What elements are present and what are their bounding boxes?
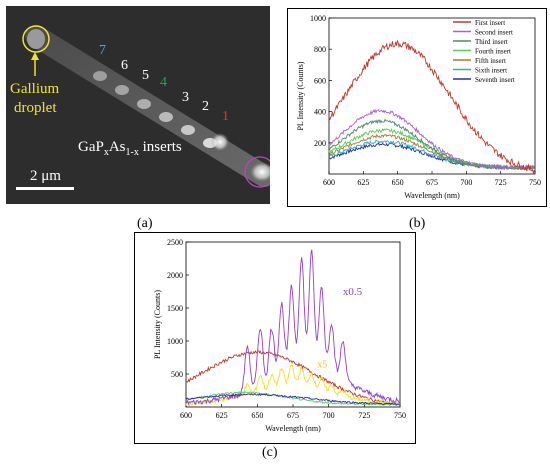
x-tick-label: 675: [426, 178, 438, 187]
legend-label: Third insert: [475, 38, 508, 46]
annotation-x05: x0.5: [343, 286, 363, 298]
caption-c: (c): [262, 445, 278, 460]
x-axis-label: Wavelength (nm): [265, 424, 321, 433]
insert-number-2: 2: [202, 99, 209, 114]
y-tick-label: 400: [314, 108, 326, 117]
series-line: [328, 39, 535, 175]
droplet-ring: [22, 25, 50, 53]
panel-a-micrograph: Gallium droplet 7 6 5 4 3 2 1 GaPxAs1-x …: [6, 6, 276, 204]
insert-number-3: 3: [182, 90, 189, 105]
insert-number-4: 4: [160, 75, 167, 90]
y-tick-label: 1500: [167, 304, 183, 313]
inserts-label: GaPxAs1-x inserts: [78, 139, 182, 158]
panel-c-chart: 600 625 650 675 700 725 750 500 1000 1500 2000 2500…: [134, 232, 416, 444]
chart-b-frame: [287, 8, 547, 207]
gallium-droplet: [27, 29, 45, 49]
series-line: [328, 108, 535, 170]
legend-label: First insert: [475, 19, 505, 27]
insert-number-6: 6: [121, 58, 128, 73]
x-tick-label: 650: [251, 411, 263, 420]
y-tick-label: 600: [314, 76, 326, 85]
caption-b: (b): [409, 216, 426, 231]
caption-a: (a): [137, 216, 153, 231]
legend-label: Second insert: [475, 29, 513, 37]
chart-b-svg: 600 625 650 675 700 725 750 200 400 600 800 1000 Wav…: [287, 8, 547, 207]
series-line: [185, 391, 400, 406]
x-tick-label: 650: [392, 178, 404, 187]
chart-c-frame: [134, 232, 416, 444]
droplet-label-line2: droplet: [14, 100, 57, 116]
scale-bar: [16, 187, 74, 190]
x-tick-label: 750: [529, 178, 541, 187]
panel-b-chart: 600 625 650 675 700 725 750 200 400 600 800 1000 Wav…: [287, 8, 547, 207]
x-tick-label: 750: [394, 411, 406, 420]
series-line: [185, 393, 400, 406]
y-tick-label: 1000: [167, 337, 183, 346]
x-tick-label: 725: [495, 178, 507, 187]
legend-label: Sixth insert: [475, 67, 507, 75]
insert-number-1: 1: [222, 109, 229, 124]
legend-label: Fifth insert: [475, 57, 506, 65]
x-tick-label: 725: [358, 411, 370, 420]
y-axis-label: PL Intensity (Counts): [153, 290, 162, 359]
y-tick-label: 2500: [167, 238, 183, 247]
y-axis-label: PL Intensity (Counts): [296, 61, 305, 130]
scale-bar-label: 2 μm: [30, 168, 61, 184]
y-tick-label: 800: [314, 45, 326, 54]
y-tick-label: 1000: [310, 14, 326, 23]
insert-number-7: 7: [99, 43, 106, 58]
series-line: [185, 349, 400, 406]
x-tick-label: 600: [180, 411, 192, 420]
x-tick-label: 625: [357, 178, 369, 187]
x-axis-label: Wavelength (nm): [404, 191, 460, 200]
x-tick-label: 700: [323, 411, 335, 420]
y-tick-label: 200: [314, 139, 326, 148]
insert-number-5: 5: [142, 68, 149, 83]
series-line: [185, 249, 400, 406]
y-tick-label: 500: [171, 370, 183, 379]
legend-label: Fourth insert: [475, 48, 511, 56]
droplet-label-line1: Gallium: [10, 81, 59, 97]
insert-spots: [93, 71, 274, 182]
annotation-x5: x5: [317, 359, 327, 370]
y-tick-label: 2000: [167, 271, 183, 280]
legend-label: Seventh insert: [475, 76, 515, 84]
x-tick-label: 600: [323, 178, 335, 187]
x-tick-label: 675: [287, 411, 299, 420]
x-tick-label: 700: [460, 178, 472, 187]
x-tick-label: 625: [216, 411, 228, 420]
series-line: [185, 364, 400, 407]
micrograph-svg: Gallium droplet 7 6 5 4 3 2 1 GaPxAs1-x …: [6, 6, 276, 204]
chart-c-svg: 600 625 650 675 700 725 750 500 1000 1500 2000 2500…: [134, 232, 416, 444]
